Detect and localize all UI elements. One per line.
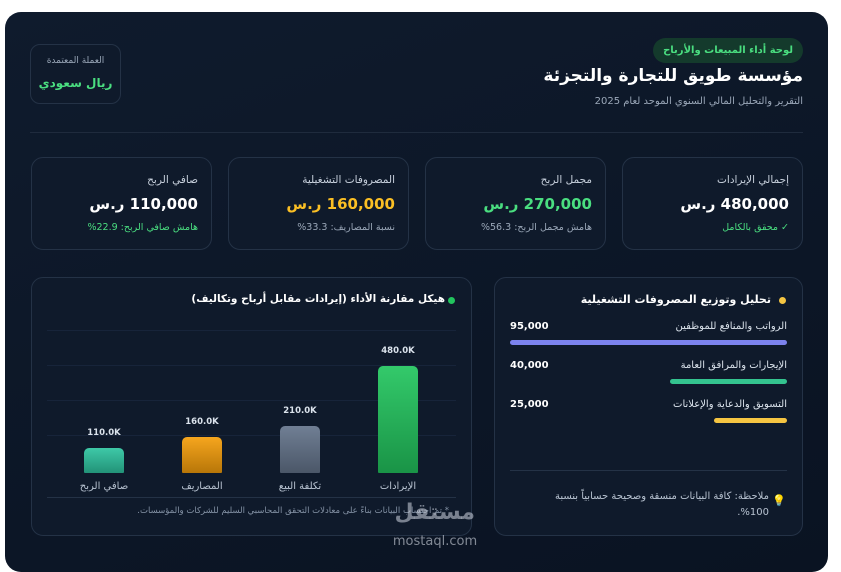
kpi-card [425, 157, 606, 250]
currency-label: العملة المعتمدة [46, 56, 105, 66]
bar [182, 437, 222, 473]
bar-value-label: 210.0K [283, 406, 317, 417]
grid [47, 365, 456, 366]
divider [510, 470, 787, 471]
title: مؤسسة طويق للتجارة والتجزئة [543, 66, 803, 86]
expense-bar [714, 418, 787, 423]
kpi-card [622, 157, 803, 250]
badge: لوحة أداء المبيعات والأرباح [653, 38, 803, 63]
watermark-url: mostaql.com [392, 534, 478, 549]
note: ملاحظة: كافة البيانات منسقة وصحيحة حسابي… [554, 491, 769, 518]
dot [448, 297, 455, 304]
bar-value-label: 110.0K [87, 428, 121, 439]
dot [779, 297, 786, 304]
grid [47, 435, 456, 436]
currency-value: ريال سعودي [38, 76, 113, 90]
x-tick-label: صافي الربح [79, 481, 129, 492]
bar-value-label: 480.0K [381, 346, 415, 356]
divider [47, 497, 456, 498]
kpi-card [228, 157, 409, 250]
kpi-label: صافي الربح [147, 174, 198, 186]
expense-value: 95,000 [510, 321, 549, 332]
x-tick-label: المصاريف [181, 481, 223, 492]
x-tick-label: تكلفة البيع [278, 481, 322, 492]
bar [280, 426, 320, 473]
divider [30, 132, 803, 133]
currency-box [30, 44, 121, 104]
grid [47, 400, 456, 401]
expense-label: الرواتب والمنافع للموظفين [675, 321, 787, 332]
bar-value-label: 160.0K [185, 417, 219, 428]
chart-title: هيكل مقارنة الأداء (إيرادات مقابل أرباح … [191, 293, 445, 305]
kpi-value: 480,000 ر.س [680, 195, 789, 213]
kpi-value: 270,000 ر.س [483, 195, 592, 213]
kpi-label: المصروفات التشغيلية [302, 174, 395, 186]
expense-label: الإيجارات والمرافق العامة [680, 360, 787, 371]
bar [84, 448, 124, 473]
kpi-note: هامش صافي الربح: 22.9% [87, 222, 198, 233]
footnote: * تم احتساب البيانات بناءً على معادلات ا… [137, 506, 449, 516]
kpi-note: نسبة المصاريف: 33.3% [297, 222, 395, 233]
watermark-logo: مستقل [394, 500, 475, 525]
expense-label: التسويق والدعاية والإعلانات [673, 399, 787, 410]
kpi-note: هامش مجمل الربح: 56.3% [480, 222, 592, 233]
subtitle: التقرير والتحليل المالي السنوي الموحد لع… [594, 96, 803, 107]
expense-bar [670, 379, 787, 384]
grid [47, 330, 456, 331]
bar [378, 366, 418, 473]
bulb-icon: 💡 [772, 494, 786, 507]
kpi-value: 110,000 ر.س [89, 195, 198, 213]
kpi-label: مجمل الربح [540, 174, 592, 186]
expense-value: 25,000 [510, 399, 549, 410]
expense-bar [510, 340, 787, 345]
expenses-title: تحليل وتوزيع المصروفات التشغيلية [580, 293, 771, 306]
kpi-card [31, 157, 212, 250]
x-tick-label: الإيرادات [379, 481, 417, 492]
kpi-value: 160,000 ر.س [286, 195, 395, 213]
kpi-label: إجمالي الإيرادات [717, 174, 789, 186]
expense-value: 40,000 [510, 360, 549, 371]
kpi-note: ✓ محقق بالكامل [722, 222, 789, 233]
expenses-panel [494, 277, 803, 536]
